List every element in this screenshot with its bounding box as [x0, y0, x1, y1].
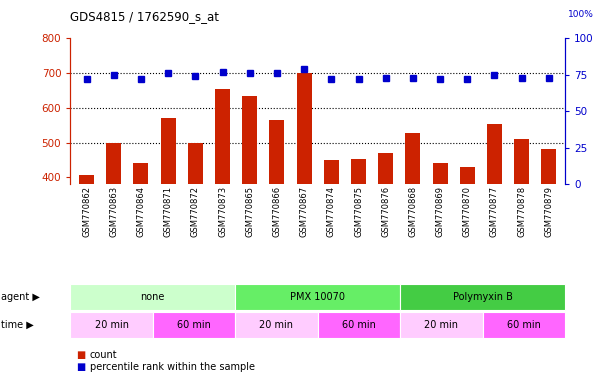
Text: GDS4815 / 1762590_s_at: GDS4815 / 1762590_s_at	[70, 10, 219, 23]
Text: ■: ■	[76, 362, 86, 372]
Text: 20 min: 20 min	[260, 320, 293, 330]
Text: percentile rank within the sample: percentile rank within the sample	[90, 362, 255, 372]
Bar	[487, 124, 502, 316]
Text: Polymyxin B: Polymyxin B	[453, 292, 513, 302]
Text: ■: ■	[76, 350, 86, 360]
Bar	[161, 118, 175, 316]
Bar	[541, 149, 557, 316]
Text: 20 min: 20 min	[425, 320, 458, 330]
Bar	[378, 153, 393, 316]
Bar	[433, 164, 448, 316]
Bar	[242, 96, 257, 316]
Text: 60 min: 60 min	[177, 320, 211, 330]
Text: agent ▶: agent ▶	[1, 292, 40, 302]
Text: 100%: 100%	[568, 10, 594, 18]
Bar	[133, 164, 148, 316]
Bar	[269, 120, 284, 316]
Text: 60 min: 60 min	[342, 320, 376, 330]
Bar	[215, 89, 230, 316]
Bar	[188, 142, 203, 316]
Text: none: none	[141, 292, 165, 302]
Bar	[406, 133, 420, 316]
Bar	[460, 167, 475, 316]
Text: PMX 10070: PMX 10070	[290, 292, 345, 302]
Bar	[297, 73, 312, 316]
Bar	[106, 142, 121, 316]
Text: 60 min: 60 min	[507, 320, 541, 330]
Bar	[351, 159, 366, 316]
Text: 20 min: 20 min	[95, 320, 128, 330]
Bar	[324, 160, 338, 316]
Text: count: count	[90, 350, 117, 360]
Bar	[79, 175, 94, 316]
Text: time ▶: time ▶	[1, 320, 34, 330]
Bar	[514, 139, 529, 316]
